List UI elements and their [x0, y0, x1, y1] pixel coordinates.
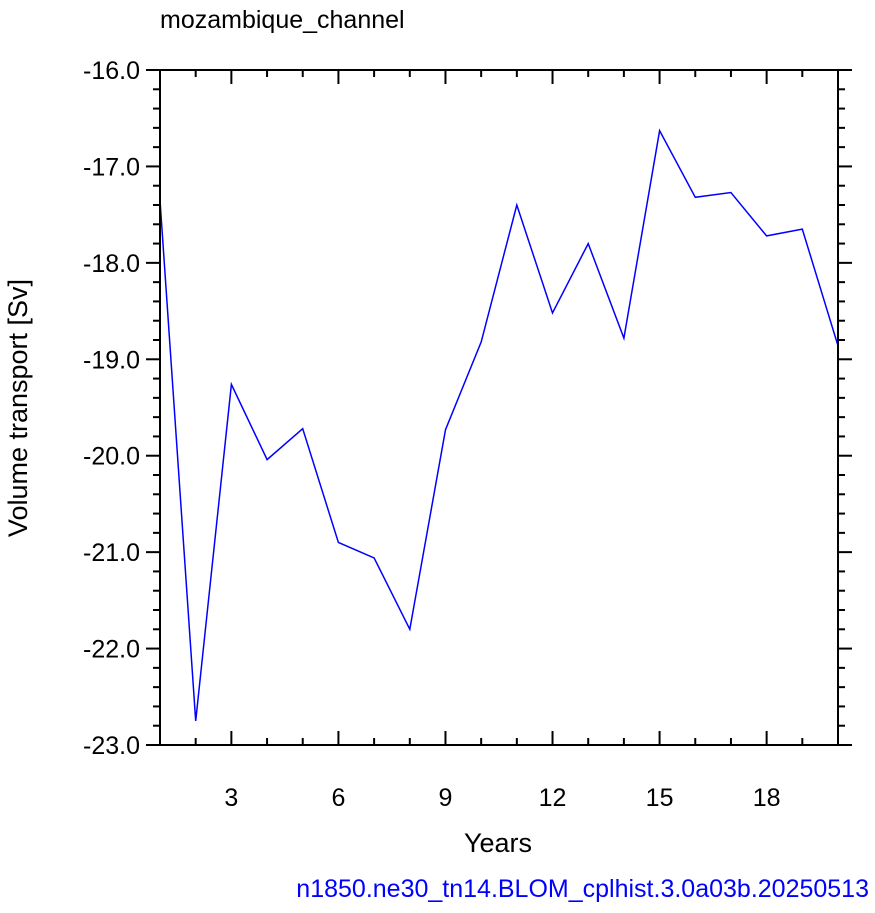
y-tick-label: -19.0 — [83, 346, 140, 374]
y-tick-label: -23.0 — [83, 732, 140, 760]
y-tick-label: -18.0 — [83, 250, 140, 278]
y-tick-label: -21.0 — [83, 539, 140, 567]
y-tick-label: -22.0 — [83, 636, 140, 664]
x-tick-labels: 3 6 9 12 15 18 — [224, 784, 780, 812]
x-tick-label: 9 — [439, 784, 453, 812]
plot-frame — [159, 69, 839, 746]
case-name-footer: n1850.ne30_tn14.BLOM_cplhist.3.0a03b.202… — [296, 875, 869, 903]
x-tick-label: 18 — [753, 784, 781, 812]
x-tick-label: 3 — [224, 784, 238, 812]
series-line — [159, 128, 839, 721]
chart-title: mozambique_channel — [160, 6, 405, 34]
x-tick-label: 6 — [331, 784, 345, 812]
tick-marks — [146, 69, 852, 746]
data-line-layer — [159, 128, 839, 721]
y-tick-labels: -16.0 -17.0 -18.0 -19.0 -20.0 -21.0 -22.0 -23.0 — [83, 57, 140, 760]
y-tick-label: -16.0 — [83, 57, 140, 85]
y-tick-label: -20.0 — [83, 443, 140, 471]
y-tick-label: -17.0 — [83, 153, 140, 181]
x-tick-label: 15 — [646, 784, 674, 812]
x-axis-label: Years — [464, 828, 532, 858]
x-tick-label: 12 — [539, 784, 567, 812]
y-axis-label: Volume transport [Sv] — [3, 279, 33, 537]
